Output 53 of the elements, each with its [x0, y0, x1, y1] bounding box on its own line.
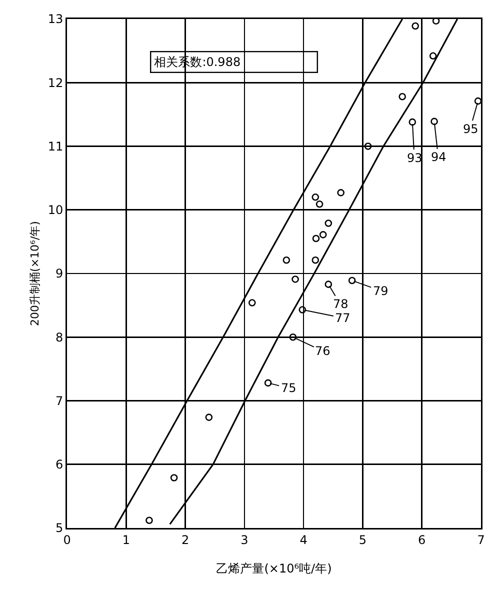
x-tick-label: 4	[300, 532, 308, 547]
y-tick-label: 10	[48, 203, 64, 218]
point	[292, 276, 299, 283]
point	[289, 333, 297, 341]
annotation: 78	[333, 297, 348, 311]
point	[146, 516, 153, 524]
y-tick-label: 5	[55, 521, 64, 536]
point	[312, 234, 320, 242]
y-tick-label: 7	[55, 394, 64, 408]
point	[364, 142, 372, 150]
annotation: 76	[315, 344, 330, 358]
point	[432, 19, 440, 25]
point	[298, 306, 306, 314]
point	[248, 299, 256, 306]
point	[337, 189, 344, 196]
point	[398, 92, 406, 100]
x-tick-label: 1	[122, 532, 130, 547]
x-tick-label: 0	[63, 532, 71, 547]
y-tick-label: 9	[55, 266, 64, 281]
point	[324, 280, 332, 288]
y-axis-title: 200升制桶(×10⁶/年)	[28, 221, 42, 326]
x-tick-label: 5	[358, 532, 367, 547]
y-tick-label: 13	[48, 12, 64, 26]
annotation: 94	[431, 150, 446, 164]
point	[324, 220, 332, 227]
y-tick-label: 11	[48, 139, 64, 154]
point	[348, 276, 356, 284]
annotation: 79	[373, 284, 388, 298]
x-tick-label: 2	[181, 532, 190, 547]
y-tick-label: 8	[55, 330, 64, 344]
point	[474, 97, 481, 105]
point	[205, 414, 213, 421]
point	[312, 194, 320, 201]
x-tick-label: 7	[477, 532, 485, 547]
point	[312, 256, 320, 264]
point	[430, 118, 438, 126]
y-tick-label: 6	[55, 458, 64, 472]
point	[429, 52, 437, 60]
x-axis-title: 乙烯产量(×10⁶吨/年)	[216, 562, 332, 576]
y-tick-label: 12	[48, 76, 64, 90]
point	[408, 118, 416, 126]
point	[316, 200, 324, 208]
annotation: 93	[407, 151, 422, 165]
point	[264, 379, 272, 387]
x-tick-label: 6	[418, 532, 426, 547]
annotation: 77	[335, 311, 350, 325]
point	[170, 474, 178, 482]
point	[282, 256, 290, 264]
annotation: 75	[281, 381, 296, 395]
annotation: 95	[463, 122, 478, 136]
point	[412, 22, 419, 30]
point	[319, 231, 327, 238]
x-tick-label: 3	[240, 532, 248, 547]
